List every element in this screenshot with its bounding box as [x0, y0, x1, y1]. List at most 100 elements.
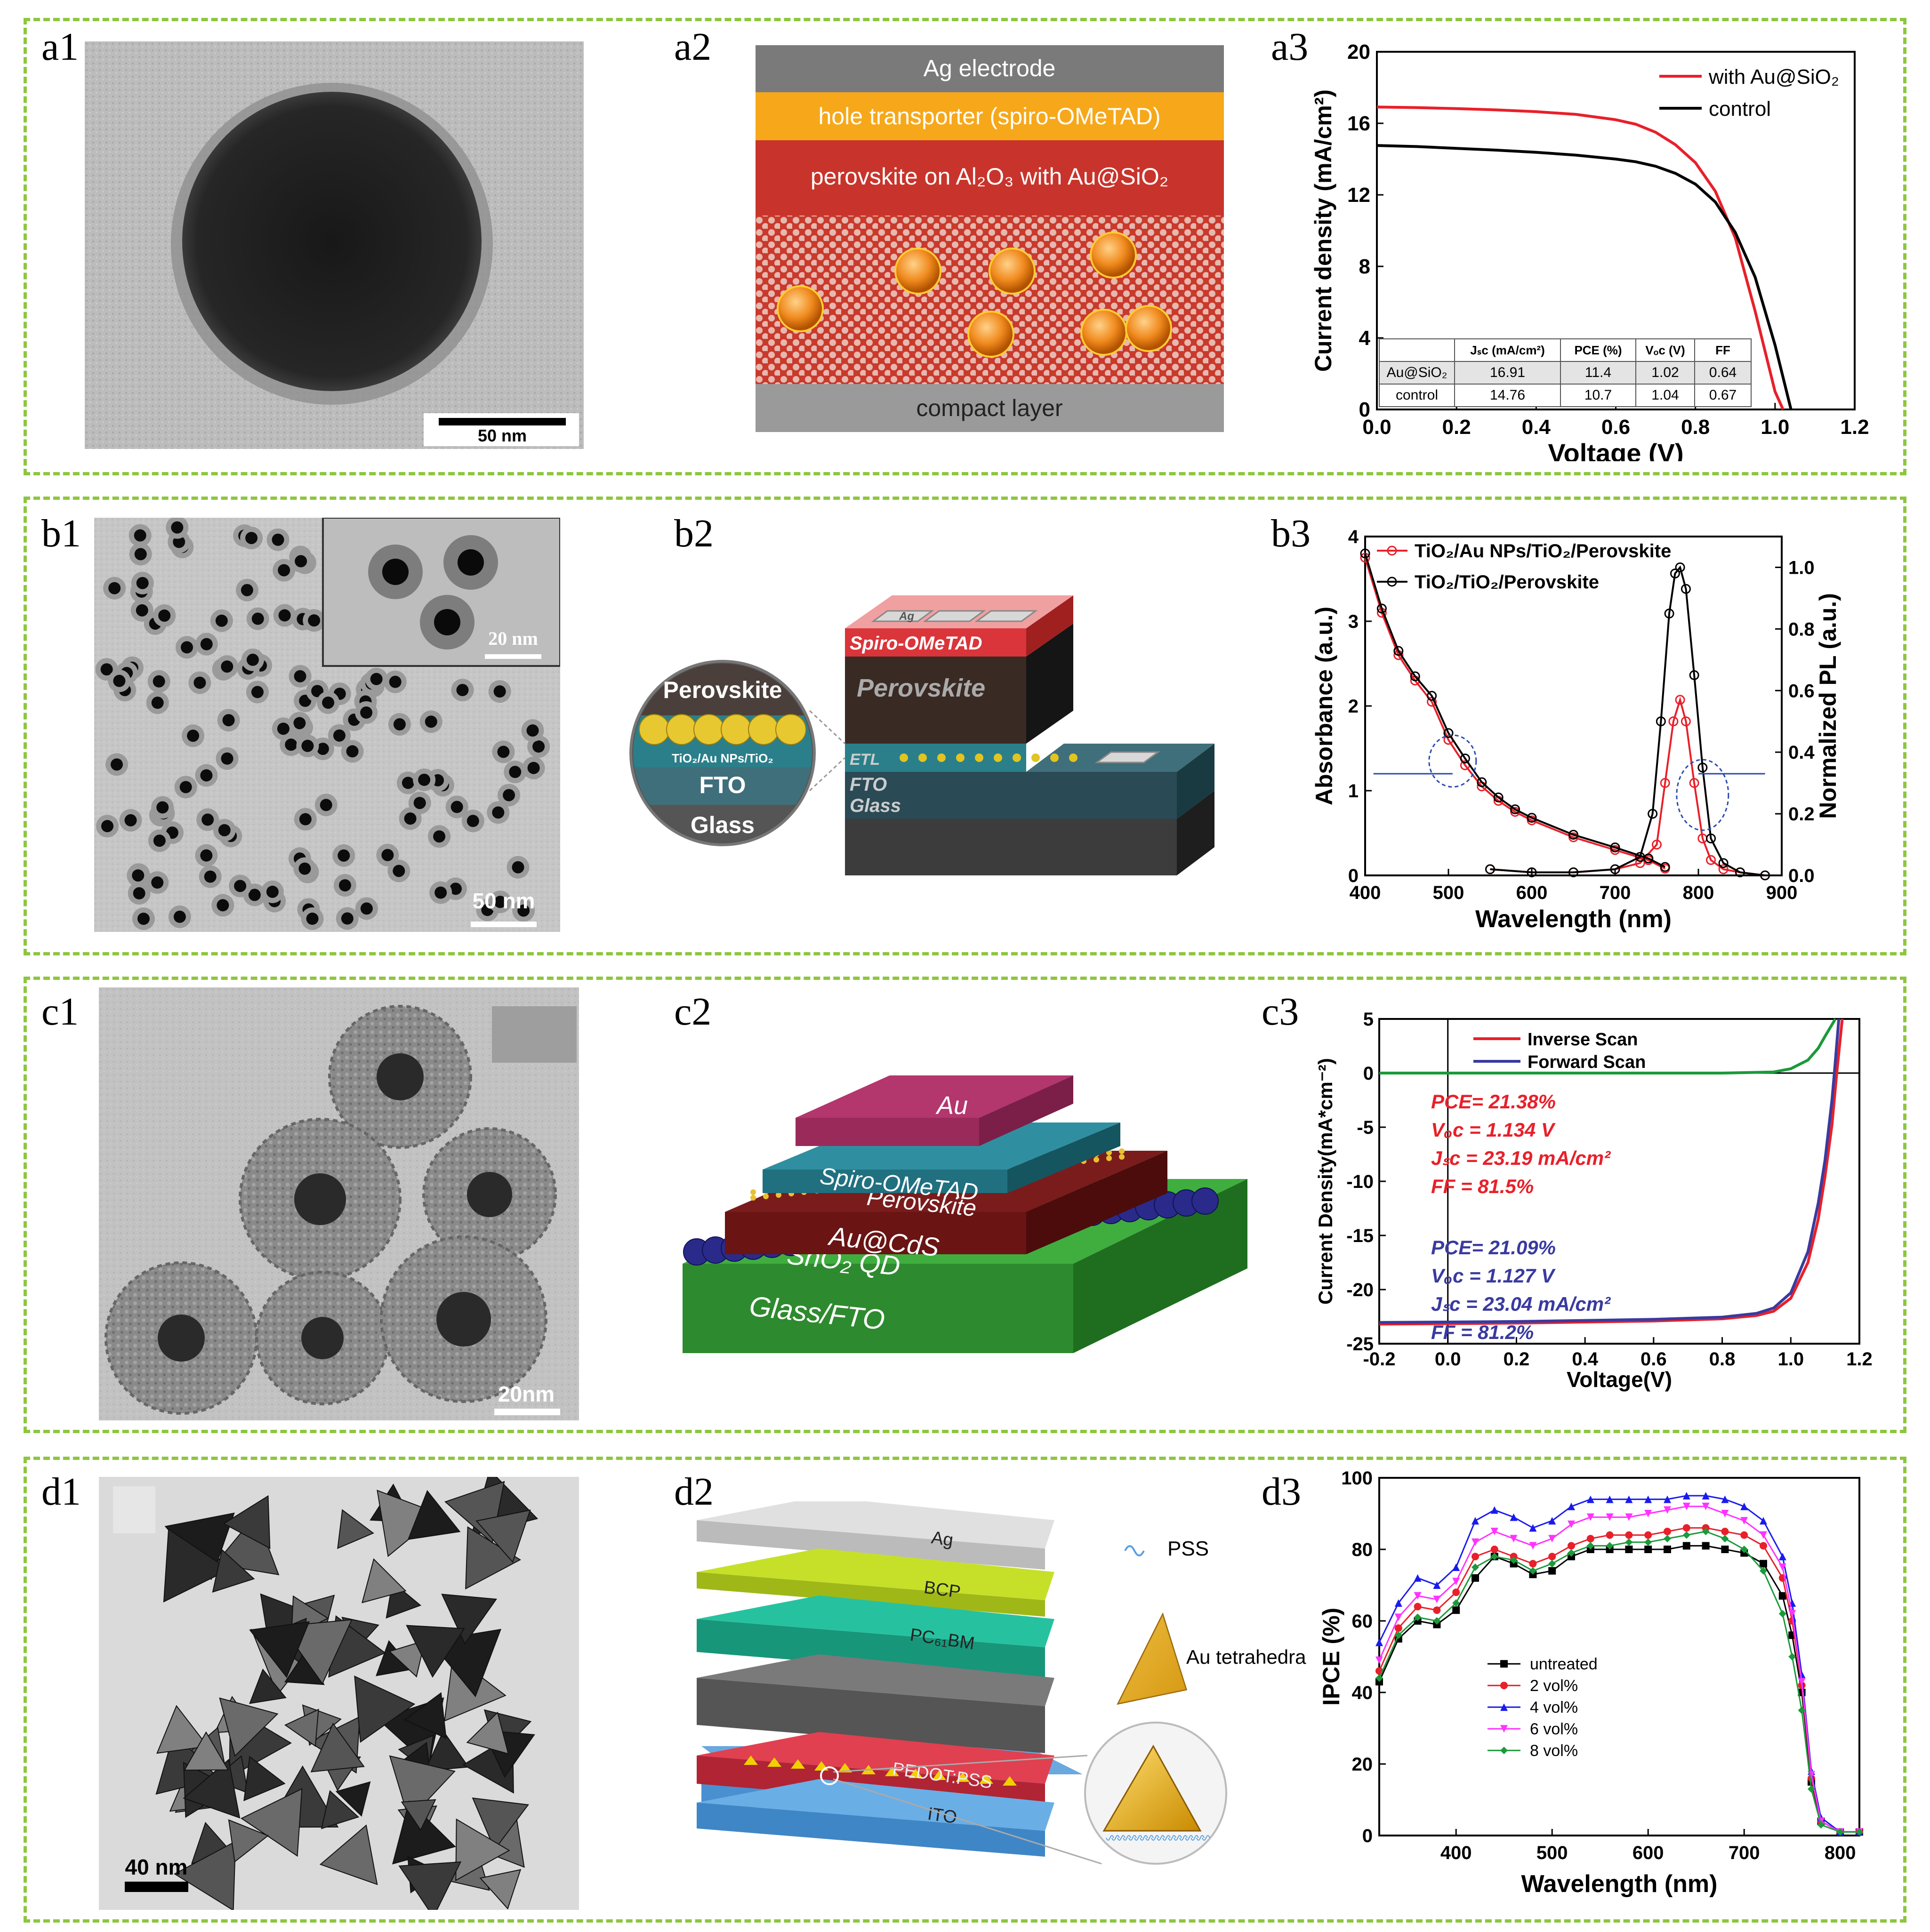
x-tick-label: -0.2	[1363, 1349, 1396, 1370]
nanoparticle-core	[133, 887, 145, 900]
au-np-ball	[748, 714, 779, 745]
data-point	[1606, 1495, 1614, 1503]
micrograph-b1: 20 nm 50 nm	[94, 518, 560, 932]
c2-au-label: Au	[935, 1091, 968, 1120]
data-point	[1778, 1592, 1786, 1600]
nanoparticle-core	[200, 769, 213, 782]
a2-layer-ag: Ag electrode	[924, 55, 1056, 81]
nanoparticle-core	[306, 913, 319, 925]
au-tetrahedron-particle	[284, 1708, 319, 1747]
data-point	[1586, 1542, 1594, 1550]
au-tetrahedron-particle	[228, 1819, 269, 1863]
data-point	[1433, 1581, 1441, 1589]
au-cds-dot	[1119, 1148, 1125, 1154]
legend-marker	[1387, 577, 1397, 587]
data-point	[1778, 1610, 1786, 1618]
nanoparticle-core	[418, 773, 431, 786]
nanoparticle-core	[215, 614, 228, 627]
pl-point	[1635, 852, 1645, 862]
d2-layer-top	[697, 1595, 1054, 1647]
data-point	[1375, 1656, 1383, 1664]
table-cell	[1379, 384, 1455, 407]
data-point	[1529, 1542, 1537, 1550]
nanoparticle-core	[179, 781, 192, 794]
nanoparticle-core	[450, 801, 463, 813]
pl-point	[1718, 864, 1729, 874]
nanoparticle-core	[381, 849, 394, 861]
nanoparticle-core	[285, 738, 298, 751]
series-line-1	[1379, 1018, 1841, 1324]
y-tick-label: 2	[1348, 696, 1359, 717]
x-tick-label: 0.4	[1522, 416, 1551, 439]
nanoparticle-core	[272, 533, 284, 546]
au-tetrahedron-particle	[479, 1869, 522, 1910]
y-tick-label: 4	[1348, 527, 1359, 547]
data-point	[1808, 1785, 1815, 1793]
data-point	[1682, 1524, 1690, 1532]
nanoparticle-core	[278, 609, 291, 622]
absorbance-point	[1568, 830, 1578, 840]
table-cell-text: 14.76	[1490, 387, 1525, 403]
data-point	[1798, 1678, 1806, 1686]
d2-layer-top	[697, 1779, 1054, 1831]
y-tick-label: 100	[1341, 1468, 1373, 1489]
a2-layer-htm: hole transporter (spiro-OMeTAD)	[818, 103, 1160, 129]
x-tick-label: 1.2	[1840, 416, 1869, 439]
data-point	[1568, 1542, 1575, 1550]
data-point	[1625, 1495, 1633, 1503]
pv-metric-annotation: Jₛᴄ = 23.04 mA/cm²	[1431, 1293, 1611, 1315]
data-point	[1606, 1531, 1614, 1539]
series-line-3	[1378, 1506, 1859, 1833]
nanoparticle-core	[341, 912, 354, 925]
absorbance-point	[1493, 792, 1504, 802]
data-point	[1702, 1492, 1710, 1499]
y-tick-label: 40	[1352, 1683, 1373, 1703]
data-point	[1375, 1674, 1383, 1682]
y-tick-label: 20	[1347, 40, 1370, 64]
au-tetrahedron-particle	[465, 1526, 521, 1590]
panel-label-d3: d3	[1262, 1470, 1301, 1514]
pl-point	[1675, 695, 1685, 705]
table-cell-text: 0.64	[1709, 365, 1737, 380]
scale-bar-b1-inset: 20 nm	[488, 628, 538, 649]
nanoparticle-core	[278, 564, 290, 577]
data-point	[1472, 1574, 1479, 1582]
au-tetrahedron-particle	[321, 1790, 360, 1829]
table-cell-text: FF	[1715, 343, 1730, 357]
au-tetrahedron-particle	[441, 1594, 498, 1645]
absorbance-point	[1527, 813, 1537, 823]
pl-point	[1760, 870, 1770, 881]
nanoparticle-core	[413, 797, 426, 810]
d2-layer-front	[697, 1572, 1045, 1617]
au-tetrahedron-marker	[767, 1757, 781, 1767]
nanoparticle-core	[333, 729, 346, 742]
legend-label: Inverse Scan	[1528, 1030, 1638, 1050]
pss-strand	[1106, 1835, 1114, 1841]
data-point	[1500, 1725, 1508, 1733]
au-tetrahedron-particle	[243, 1756, 286, 1802]
data-point	[1510, 1513, 1518, 1521]
schematic-b2: Ag Spiro-OMeTAD Perovskite ETL FTO Glass…	[621, 555, 1285, 904]
legend-label: 4 vol%	[1530, 1699, 1578, 1716]
data-point	[1644, 1510, 1652, 1517]
pl-point	[1706, 855, 1716, 865]
series-line-2	[1378, 1495, 1859, 1833]
legend-marker	[1387, 545, 1397, 556]
au-tetrahedron-particle	[249, 1621, 310, 1678]
data-point	[1817, 1821, 1825, 1829]
nanoparticle-core	[294, 670, 306, 682]
nanoparticle-core	[218, 824, 231, 836]
row-a	[24, 18, 1906, 475]
nanoparticle-core	[124, 814, 137, 826]
pl-point	[1652, 840, 1662, 850]
pss-strand	[1174, 1835, 1182, 1841]
table-cell-text: 0.67	[1709, 387, 1737, 403]
data-point	[1644, 1538, 1652, 1546]
b2-fto-label: FTO	[850, 774, 887, 795]
pss-strand	[1123, 1835, 1131, 1841]
plot-frame	[1378, 1477, 1860, 1836]
series-line-0	[1379, 1018, 1844, 1326]
row-c	[24, 977, 1906, 1433]
y-tick-label: 16	[1347, 112, 1370, 135]
data-point	[1721, 1546, 1729, 1553]
